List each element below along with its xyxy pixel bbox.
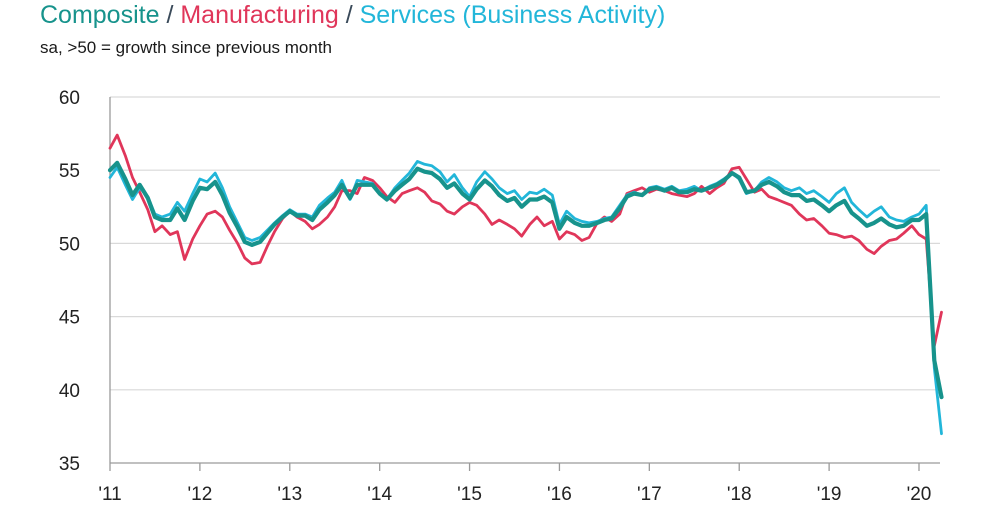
series-line-composite bbox=[107, 160, 944, 400]
y-tick-label: 35 bbox=[59, 454, 80, 475]
x-tick-label: '16 bbox=[547, 484, 572, 505]
y-tick-label: 40 bbox=[59, 381, 80, 402]
chart-title: Composite / Manufacturing / Services (Bu… bbox=[40, 0, 665, 30]
title-services: Services (Business Activity) bbox=[359, 1, 666, 29]
x-tick-label: '20 bbox=[907, 484, 932, 505]
title-composite: Composite bbox=[40, 1, 160, 29]
axes bbox=[109, 97, 940, 471]
x-tick-label: '19 bbox=[817, 484, 842, 505]
title-manufacturing: Manufacturing bbox=[180, 1, 339, 29]
x-tick-label: '11 bbox=[98, 484, 121, 505]
gridlines bbox=[110, 96, 940, 391]
series-line-manufacturing bbox=[108, 133, 943, 348]
x-tick-label: '15 bbox=[457, 484, 482, 505]
x-tick-label: '18 bbox=[727, 484, 752, 505]
x-tick-labels: '11 '12 '13 '14 '15 '16 '17 '18 '19 '20 bbox=[98, 484, 931, 505]
title-separator: / bbox=[159, 1, 181, 29]
x-tick-label: '17 bbox=[637, 484, 662, 505]
title-separator: / bbox=[338, 1, 360, 29]
y-tick-label: 45 bbox=[59, 308, 80, 329]
chart-subtitle: sa, >50 = growth since previous month bbox=[40, 38, 332, 57]
series-lines bbox=[107, 133, 944, 436]
x-tick-label: '12 bbox=[188, 484, 213, 505]
x-tick-label: '14 bbox=[367, 484, 392, 505]
series-line-services bbox=[108, 160, 943, 436]
y-tick-label: 55 bbox=[59, 161, 80, 182]
x-tick-label: '13 bbox=[277, 484, 302, 505]
y-tick-label: 50 bbox=[59, 234, 80, 255]
y-tick-label: 60 bbox=[59, 88, 80, 109]
y-tick-labels: 35 40 45 50 55 60 bbox=[59, 88, 80, 475]
